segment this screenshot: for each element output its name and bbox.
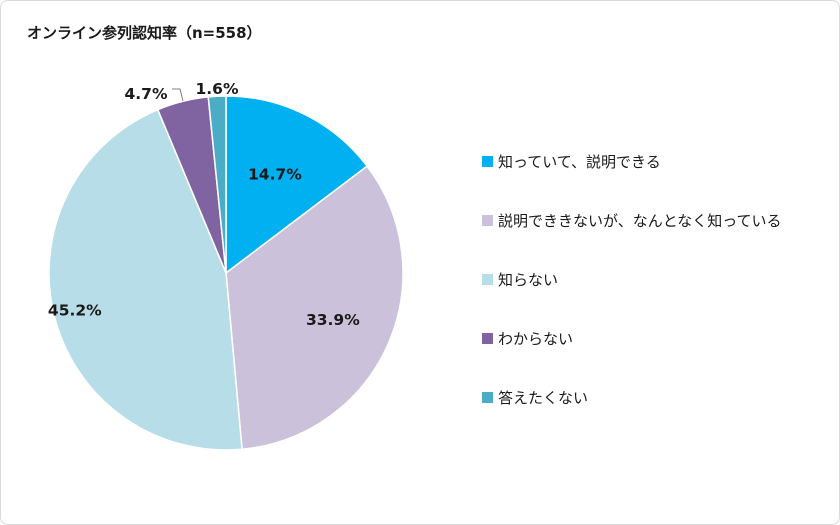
legend-swatch: [482, 155, 493, 167]
legend-label: 説明でききないが、なんとなく知っている: [498, 211, 782, 230]
pie-slice-5: [207, 95, 227, 274]
legend-swatch: [482, 273, 493, 285]
legend-label: 知らない: [498, 270, 559, 289]
legend-item-1: 知っていて、説明できる: [482, 150, 661, 172]
legend-label: 答えたくない: [498, 388, 589, 407]
legend-item-4: わからない: [482, 327, 573, 349]
pie-slice-2: [225, 165, 404, 451]
pie-slice-3: [48, 108, 243, 451]
data-label-1: 14.7%: [248, 166, 302, 184]
legend-item-5: 答えたくない: [482, 386, 588, 408]
legend-item-3: 知らない: [482, 268, 558, 290]
legend-swatch: [482, 214, 493, 226]
chart-title: オンライン参列認知率（n=558）: [27, 24, 262, 42]
legend-label: 知っていて、説明できる: [498, 152, 661, 171]
data-label-3: 45.2%: [48, 302, 102, 320]
legend-swatch: [482, 391, 493, 403]
legend-label: わからない: [498, 329, 574, 348]
leader-line-4: [172, 88, 184, 102]
legend-item-2: 説明でききないが、なんとなく知っている: [482, 209, 782, 231]
data-label-2: 33.9%: [306, 311, 360, 329]
data-label-4: 4.7%: [125, 85, 168, 103]
legend-swatch: [482, 332, 493, 344]
data-label-5: 1.6%: [196, 80, 239, 98]
pie-slice-1: [225, 95, 369, 275]
